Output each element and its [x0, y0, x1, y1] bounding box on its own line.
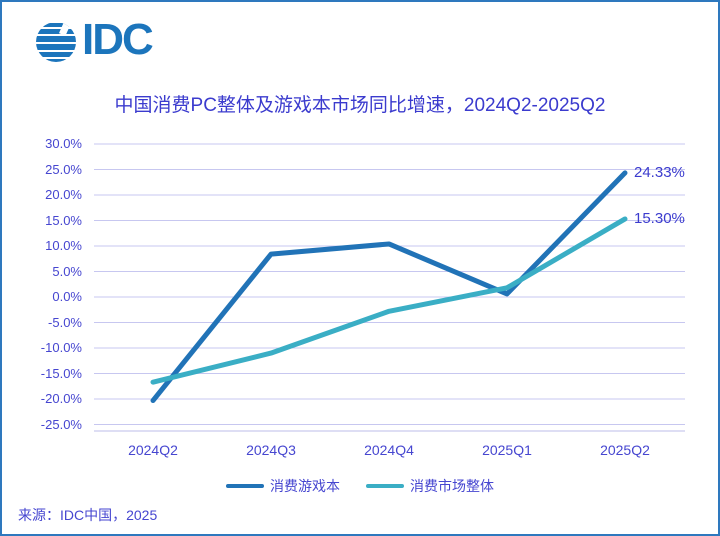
legend-label: 消费市场整体: [410, 478, 494, 494]
y-axis-label: 15.0%: [45, 212, 82, 228]
y-axis-label: 20.0%: [45, 187, 82, 202]
data-label-overall: 15.30%: [634, 209, 685, 227]
data-label-gaming: 24.33%: [634, 163, 685, 181]
series-line-overall: [150, 216, 628, 385]
y-axis-label: -20.0%: [40, 391, 82, 406]
legend-item-overall: 消费市场整体: [366, 476, 494, 496]
series-line-gaming: [150, 170, 628, 404]
y-axis-label: -15.0%: [40, 365, 82, 381]
y-axis-label: -5.0%: [48, 314, 82, 330]
y-axis-label: -25.0%: [40, 416, 82, 432]
x-axis-label: 2024Q2: [128, 442, 178, 458]
legend-swatch: [366, 484, 404, 488]
y-axis-label: 5.0%: [52, 263, 82, 279]
idc-logo-globe-icon: [36, 22, 76, 62]
y-axis-label: 30.0%: [45, 136, 82, 151]
y-axis-label: 0.0%: [52, 289, 82, 304]
x-axis-label: 2024Q4: [364, 442, 414, 458]
x-axis-label: 2025Q2: [600, 442, 650, 458]
x-axis-label: 2024Q3: [246, 442, 296, 458]
chart-title: 中国消费PC整体及游戏本市场同比增速，2024Q2-2025Q2: [114, 95, 606, 116]
legend-label: 消费游戏本: [270, 478, 340, 494]
idc-logo-text: IDC: [82, 15, 154, 64]
y-axis-label: 25.0%: [45, 161, 82, 177]
x-axis-label: 2025Q1: [482, 442, 532, 458]
idc-logo: IDC: [35, 15, 154, 64]
y-axis-label: 10.0%: [45, 238, 82, 253]
y-axis-label: -10.0%: [40, 340, 82, 355]
legend: 消费游戏本 消费市场整体: [2, 476, 718, 496]
legend-swatch: [226, 484, 264, 488]
source-note: 来源：IDC中国，2025: [18, 507, 158, 523]
legend-item-gaming: 消费游戏本: [226, 476, 340, 496]
